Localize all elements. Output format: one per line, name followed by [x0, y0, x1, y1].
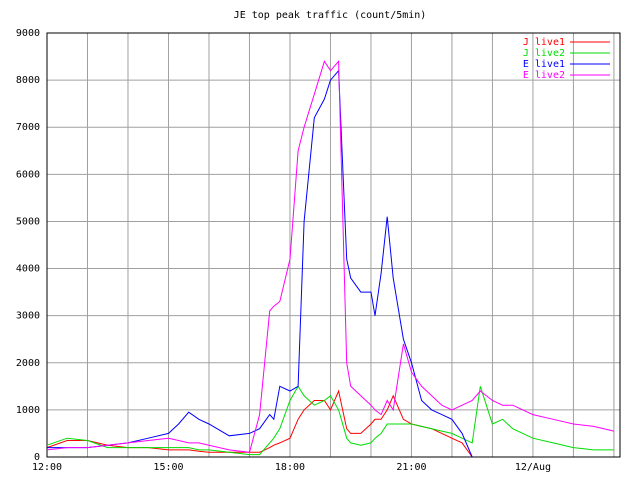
- y-tick-label: 7000: [16, 122, 40, 133]
- data-line: [46, 385, 614, 456]
- y-tick-label: 3000: [16, 311, 40, 322]
- y-tick-label: 5000: [16, 216, 40, 227]
- y-tick-label: 0: [34, 452, 40, 463]
- legend-label: J live1: [523, 37, 565, 48]
- x-tick-label: 15:00: [153, 462, 183, 473]
- x-tick-label: 12:00: [32, 462, 62, 473]
- legend-label: E live2: [523, 70, 565, 81]
- data-line: [46, 59, 615, 453]
- x-tick-label: 12/Aug: [515, 462, 551, 473]
- data-line: [46, 389, 473, 458]
- y-tick-label: 8000: [16, 75, 40, 86]
- y-tick-label: 6000: [16, 169, 40, 180]
- y-tick-label: 1000: [16, 405, 40, 416]
- plot-frame: [46, 32, 621, 458]
- legend-label: E live1: [523, 59, 565, 70]
- y-tick-label: 2000: [16, 358, 40, 369]
- y-tick-label: 4000: [16, 264, 40, 275]
- data-line: [47, 69, 473, 458]
- legend-label: J live2: [523, 48, 565, 59]
- chart-title: JE top peak traffic (count/5min): [234, 10, 427, 21]
- x-tick-label: 18:00: [275, 462, 305, 473]
- y-tick-label: 9000: [16, 28, 40, 39]
- x-tick-label: 21:00: [396, 462, 426, 473]
